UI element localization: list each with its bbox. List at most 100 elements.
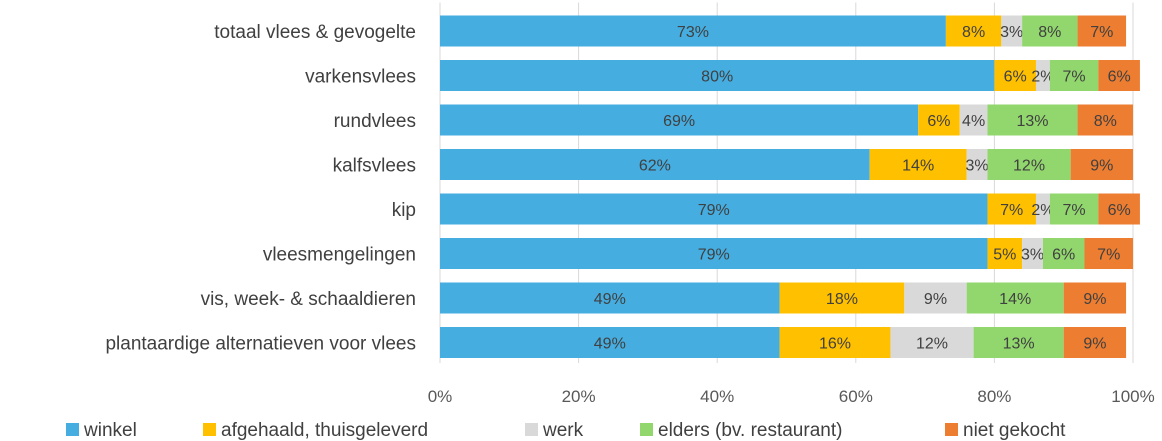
x-tick-label: 60% — [839, 387, 873, 406]
bar-segment-elders-bv-restaurant — [1042, 238, 1085, 269]
bar-segment-niet-gekocht — [1063, 282, 1127, 314]
bar-segment-werk — [959, 104, 988, 136]
legend-label: elders (bv. restaurant) — [658, 420, 842, 441]
bar-segment-werk — [890, 327, 974, 358]
bar-data-label: 4% — [962, 113, 985, 130]
category-label: kip — [392, 200, 416, 221]
bar-data-label: 6% — [1108, 69, 1131, 86]
bar-segment-werk — [1035, 60, 1050, 91]
bar-data-label: 6% — [1108, 202, 1131, 219]
x-tick-label: 100% — [1111, 387, 1154, 406]
bars: 73% 8% 3% 8% 7%80% 6% 2% 7% 6%69% 6% 4% 13% 8%62% 14%… — [440, 15, 1140, 358]
bar-segment-niet-gekocht — [1063, 327, 1127, 358]
bar-segment-niet-gekocht — [1098, 60, 1140, 91]
bar-segment-niet-gekocht — [1077, 104, 1133, 136]
bar-data-label: 12% — [1013, 158, 1045, 175]
bar-segment-afgehaald-thuisgeleverd — [918, 104, 960, 136]
bar-segment-winkel — [440, 60, 995, 91]
bar-data-label: 7% — [1097, 247, 1120, 264]
bar-data-label: 3% — [966, 158, 989, 175]
bar-data-label: 69% — [663, 113, 695, 130]
x-tick-label: 80% — [977, 387, 1011, 406]
legend-swatch-afgehaald-thuisgeleverd — [203, 423, 216, 436]
bar-segment-winkel — [440, 149, 870, 180]
bar-data-label: 49% — [594, 336, 626, 353]
bar-segment-niet-gekocht — [1084, 238, 1133, 269]
bar-segment-elders-bv-restaurant — [966, 282, 1064, 314]
x-tick-label: 20% — [562, 387, 596, 406]
bar-segment-winkel — [440, 193, 988, 225]
legend: winkel afgehaald, thuisgeleverd werk elders… — [66, 420, 1066, 441]
bar-segment-afgehaald-thuisgeleverd — [779, 327, 891, 358]
bar-segment-niet-gekocht — [1098, 193, 1140, 225]
bar-data-label: 9% — [924, 291, 947, 308]
bar-data-label: 2% — [1031, 69, 1054, 86]
legend-swatch-elders-bv-restaurant — [640, 423, 653, 436]
bar-data-label: 73% — [677, 24, 709, 41]
bar-segment-winkel — [440, 15, 946, 47]
x-axis-tick-labels: 0% 20% 40% 60% 80% 100% — [428, 387, 1155, 406]
bar-segment-winkel — [440, 327, 780, 358]
bar-data-label: 7% — [1090, 24, 1113, 41]
category-label: vis, week- & schaaldieren — [201, 289, 416, 310]
category-label: vleesmengelingen — [263, 245, 416, 266]
bar-data-label: 18% — [826, 291, 858, 308]
x-tick-label: 40% — [700, 387, 734, 406]
legend-swatch-werk — [525, 423, 538, 436]
bar-data-label: 3% — [1000, 24, 1023, 41]
bar-segment-winkel — [440, 282, 780, 314]
bar-segment-afgehaald-thuisgeleverd — [869, 149, 967, 180]
bar-segment-afgehaald-thuisgeleverd — [945, 15, 1002, 47]
x-tick-label: 0% — [428, 387, 453, 406]
category-label: varkensvlees — [305, 67, 416, 88]
bar-data-label: 7% — [1063, 69, 1086, 86]
category-labels: totaal vlees & gevogelte varkensvlees rund… — [105, 22, 416, 355]
bar-segment-elders-bv-restaurant — [1049, 60, 1099, 91]
bar-segment-winkel — [440, 238, 988, 269]
bar-segment-niet-gekocht — [1070, 149, 1133, 180]
legend-swatch-niet-gekocht — [945, 423, 958, 436]
bar-segment-werk — [1001, 15, 1023, 47]
bar-data-label: 79% — [698, 247, 730, 264]
bar-segment-afgehaald-thuisgeleverd — [994, 60, 1036, 91]
bar-segment-elders-bv-restaurant — [1049, 193, 1099, 225]
bar-data-label: 6% — [1004, 69, 1027, 86]
bar-data-label: 12% — [916, 336, 948, 353]
category-label: kalfsvlees — [333, 156, 416, 177]
bar-data-label: 7% — [1063, 202, 1086, 219]
bar-segment-afgehaald-thuisgeleverd — [987, 193, 1036, 225]
bar-data-label: 49% — [594, 291, 626, 308]
bar-data-label: 13% — [1003, 336, 1035, 353]
bar-segment-werk — [904, 282, 967, 314]
bar-segment-afgehaald-thuisgeleverd — [987, 238, 1023, 269]
bar-data-label: 8% — [962, 24, 985, 41]
bar-data-label: 6% — [927, 113, 950, 130]
bar-data-label: 5% — [993, 247, 1016, 264]
bar-data-label: 9% — [1090, 158, 1113, 175]
bar-data-label: 80% — [701, 69, 733, 86]
category-label: plantaardige alternatieven voor vlees — [105, 334, 416, 355]
legend-label: winkel — [83, 420, 137, 441]
bar-data-label: 9% — [1083, 336, 1106, 353]
bar-data-label: 8% — [1094, 113, 1117, 130]
bar-data-label: 3% — [1021, 247, 1044, 264]
bar-segment-werk — [966, 149, 988, 180]
bar-segment-winkel — [440, 104, 919, 136]
bar-segment-werk — [1022, 238, 1043, 269]
legend-label: afgehaald, thuisgeleverd — [221, 420, 428, 441]
category-label: totaal vlees & gevogelte — [214, 22, 416, 43]
bar-segment-elders-bv-restaurant — [987, 104, 1078, 136]
bar-data-label: 62% — [639, 158, 671, 175]
bar-data-label: 6% — [1052, 247, 1075, 264]
legend-swatch-winkel — [66, 423, 79, 436]
bar-segment-niet-gekocht — [1077, 15, 1127, 47]
bar-data-label: 79% — [698, 202, 730, 219]
bar-segment-afgehaald-thuisgeleverd — [779, 282, 905, 314]
bar-data-label: 13% — [1016, 113, 1048, 130]
legend-label: werk — [542, 420, 584, 441]
category-label: rundvlees — [334, 111, 416, 132]
bar-segment-elders-bv-restaurant — [1022, 15, 1078, 47]
bar-data-label: 14% — [902, 158, 934, 175]
bar-segment-elders-bv-restaurant — [987, 149, 1071, 180]
